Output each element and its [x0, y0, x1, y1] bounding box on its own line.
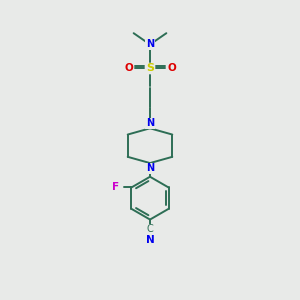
Text: S: S [146, 63, 154, 73]
Text: N: N [146, 40, 154, 50]
Text: N: N [146, 235, 154, 245]
Text: F: F [112, 182, 119, 193]
Text: N: N [146, 163, 154, 173]
Text: O: O [167, 63, 176, 73]
Text: C: C [147, 224, 153, 234]
Text: O: O [124, 63, 133, 73]
Text: N: N [146, 118, 154, 128]
